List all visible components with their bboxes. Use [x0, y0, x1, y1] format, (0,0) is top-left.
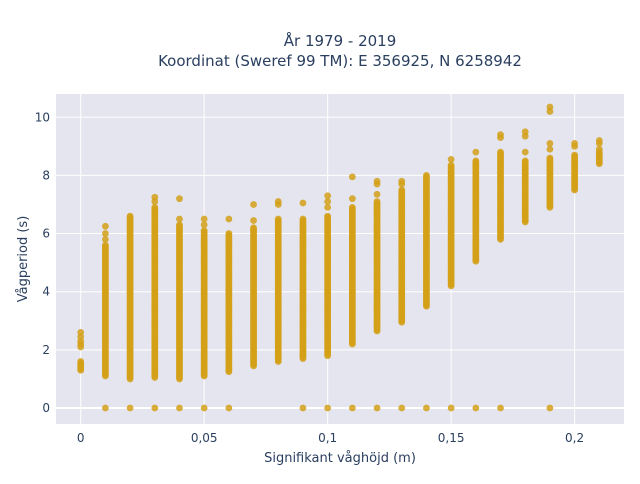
data-point: [151, 203, 159, 211]
data-point: [373, 404, 381, 412]
y-tick-label: 6: [42, 227, 50, 241]
chart-title-line2: Koordinat (Sweref 99 TM): E 356925, N 62…: [158, 52, 522, 70]
data-point: [472, 148, 480, 156]
data-point: [398, 404, 406, 412]
data-point: [373, 177, 381, 185]
data-point: [299, 215, 307, 223]
data-point: [546, 154, 554, 162]
data-point: [101, 235, 109, 243]
data-point: [398, 186, 406, 194]
data-point: [348, 195, 356, 203]
y-tick-label: 2: [42, 343, 50, 357]
data-point: [299, 404, 307, 412]
data-point: [472, 157, 480, 165]
y-tick-label: 10: [35, 110, 50, 124]
x-tick-label: 0,1: [318, 431, 337, 445]
data-point: [225, 404, 233, 412]
data-point: [225, 230, 233, 237]
data-point: [546, 140, 554, 147]
data-point: [200, 221, 208, 229]
data-point: [101, 222, 109, 230]
data-point: [546, 145, 554, 153]
data-point: [472, 404, 480, 412]
data-point: [521, 148, 529, 156]
data-point: [77, 329, 85, 336]
y-tick-label: 0: [42, 401, 50, 415]
data-point: [200, 404, 208, 412]
data-point: [200, 215, 208, 223]
x-tick-label: 0: [77, 431, 85, 445]
data-point: [126, 212, 134, 220]
data-point: [151, 404, 159, 412]
data-point: [274, 215, 282, 223]
chart-title-line1: År 1979 - 2019: [284, 31, 397, 50]
data-point: [447, 404, 455, 412]
data-point: [595, 137, 603, 144]
data-point: [348, 173, 356, 181]
data-point: [324, 203, 332, 211]
data-point: [546, 103, 554, 111]
x-tick-label: 0,15: [438, 431, 465, 445]
data-point: [126, 404, 134, 412]
data-point: [571, 140, 579, 147]
data-point: [299, 199, 307, 207]
data-point: [497, 404, 504, 412]
data-point: [200, 227, 208, 235]
data-point: [447, 161, 455, 169]
data-point: [324, 404, 332, 412]
x-tick-label: 0,2: [565, 431, 584, 445]
data-point: [497, 148, 504, 156]
data-point: [497, 131, 504, 139]
data-point: [101, 230, 109, 237]
data-point: [176, 195, 183, 203]
x-tick-label: 0,05: [191, 431, 218, 445]
data-point: [521, 128, 529, 136]
data-point: [250, 224, 257, 232]
data-point: [250, 201, 257, 208]
data-point: [348, 404, 356, 412]
data-point: [101, 241, 109, 249]
x-axis-title: Signifikant våghöjd (m): [264, 451, 416, 466]
data-point: [324, 212, 332, 220]
grid-lines: [56, 94, 624, 424]
data-point: [398, 318, 406, 326]
data-point: [423, 404, 430, 412]
data-point: [324, 198, 332, 205]
data-point: [595, 145, 603, 153]
data-point: [225, 215, 233, 223]
data-point: [77, 358, 85, 365]
y-axis-title: Vågperiod (s): [16, 216, 31, 303]
data-point: [176, 221, 183, 229]
data-point: [101, 404, 109, 412]
data-point: [447, 156, 455, 163]
data-point: [571, 151, 579, 159]
data-point: [423, 172, 430, 179]
data-point: [373, 190, 381, 198]
y-tick-label: 4: [42, 285, 50, 299]
data-point: [348, 203, 356, 211]
data-point: [176, 404, 183, 412]
data-point: [151, 193, 159, 201]
data-point: [398, 177, 406, 185]
data-points: [77, 103, 603, 412]
y-tick-label: 8: [42, 168, 50, 182]
data-point: [546, 404, 554, 412]
data-point: [324, 192, 332, 200]
data-point: [373, 198, 381, 205]
data-point: [274, 198, 282, 205]
tick-labels: 0 0,05 0,1 0,15 0,2 0 2 4 6 8 10: [35, 110, 584, 445]
data-point: [521, 157, 529, 165]
plot-area-background: [56, 94, 624, 424]
data-point: [250, 217, 257, 224]
data-point: [176, 215, 183, 223]
